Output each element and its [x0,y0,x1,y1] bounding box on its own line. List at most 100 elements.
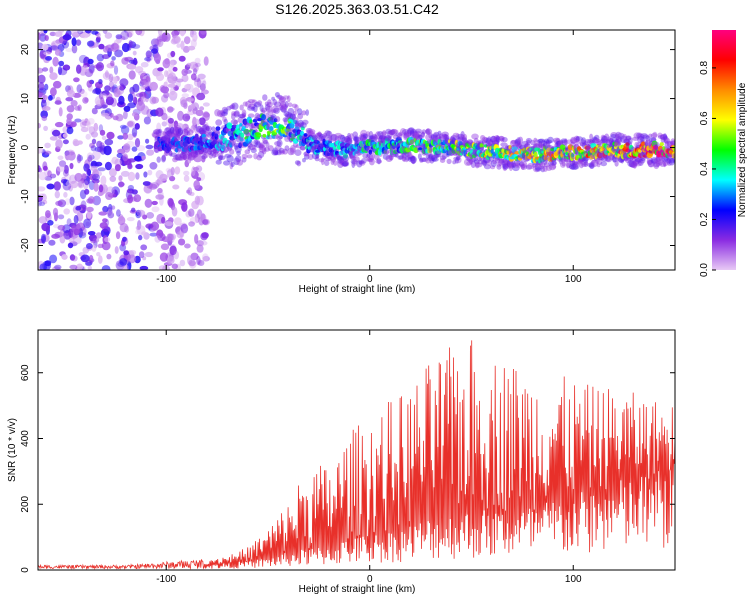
noise-cell [145,138,150,144]
halo-cell [350,159,358,165]
halo-cell [233,119,238,127]
signal-cell [160,136,167,142]
noise-cell [79,88,85,95]
halo-cell [659,133,668,140]
noise-cell [61,254,68,260]
halo-cell [639,157,646,164]
halo-cell [507,161,515,169]
noise-cell [86,120,91,129]
halo-cell [344,135,350,143]
halo-cell [233,157,240,166]
halo-cell [408,127,415,134]
halo-cell [670,140,675,146]
noise-cell [202,253,209,262]
noise-cell [38,146,43,154]
noise-cell [98,211,108,216]
noise-cell [76,64,82,74]
halo-cell [385,155,393,163]
halo-cell [659,161,666,167]
noise-cell [109,175,117,182]
halo-cell [406,129,412,137]
halo-cell [646,157,654,165]
halo-cell [398,131,403,137]
halo-cell [561,162,566,167]
halo-cell [614,133,620,141]
noise-cell [63,191,68,198]
halo-cell [276,149,282,156]
halo-cell [377,131,384,137]
halo-cell [177,127,184,135]
noise-cell [80,90,88,98]
halo-cell [305,128,312,133]
noise-cell [198,260,205,266]
halo-cell [274,151,279,156]
halo-cell [419,157,427,163]
spectrogram-x-ticks: -100 0 100 [156,30,582,285]
spectrogram-y-ticks: -20 -10 0 10 20 [20,44,675,253]
halo-cell [501,137,508,143]
y-tick-label: 400 [20,430,31,447]
noise-cell [190,73,197,81]
signal-cell [594,153,598,160]
noise-cell [174,166,181,175]
halo-cell [239,137,246,142]
noise-cell [165,167,173,173]
noise-cell [199,83,206,92]
halo-cell [366,157,371,162]
noise-cell [49,136,58,141]
halo-cell [341,162,348,167]
noise-cell [58,30,65,34]
halo-cell [548,160,554,167]
noise-cell [127,254,137,264]
halo-cell [189,151,197,158]
halo-cell [575,136,583,141]
signal-cell [469,148,477,156]
halo-cell [248,139,253,146]
halo-cell [230,161,235,168]
halo-cell [289,113,296,120]
noise-cell [69,196,75,206]
noise-cell [203,56,209,66]
halo-cell [485,137,492,144]
noise-cell [95,170,102,177]
halo-cell [653,162,660,168]
halo-cell [589,161,595,169]
signal-cell [273,118,278,123]
noise-cell [163,91,170,99]
halo-cell [410,156,417,165]
noise-cell [98,79,103,85]
noise-cell [55,139,63,149]
noise-cell [144,57,152,62]
halo-cell [544,155,549,163]
noise-cell [143,171,148,178]
halo-cell [207,147,213,155]
noise-cell [145,144,154,150]
noise-cell [76,84,83,94]
halo-cell [657,132,663,138]
halo-cell [438,134,443,139]
halo-cell [314,157,320,162]
halo-cell [607,136,612,142]
halo-cell [347,132,351,139]
noise-cell [187,45,196,51]
signal-cell [212,139,218,144]
halo-cell [492,140,500,145]
signal-cell [265,125,270,130]
noise-cell [152,132,160,138]
signal-cell [252,119,258,123]
noise-cell [74,105,81,111]
noise-cell [69,180,79,189]
halo-cell [254,140,261,145]
noise-cell [76,153,82,164]
halo-cell [457,133,465,140]
noise-cell [101,265,111,270]
halo-cell [654,157,662,165]
halo-cell [525,164,533,170]
noise-cell [180,40,185,50]
signal-cell [543,156,548,161]
signal-cell [238,142,243,149]
halo-cell [441,133,448,140]
halo-cell [480,135,486,141]
halo-cell [253,138,259,147]
signal-cell [219,141,223,145]
